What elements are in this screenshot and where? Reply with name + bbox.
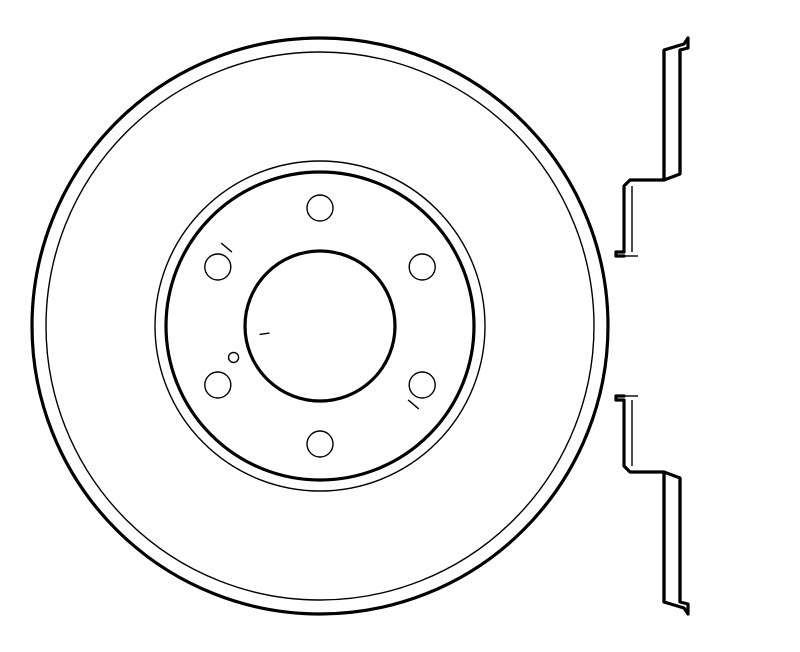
center-bore	[245, 251, 395, 401]
side-profile-upper	[664, 38, 688, 180]
rotor-outer-edge	[32, 38, 608, 614]
friction-ring-inner	[155, 161, 485, 491]
hat-edge	[166, 172, 474, 480]
side-hat-lower	[616, 396, 664, 472]
hat-transition	[664, 174, 680, 180]
bolt-hole	[307, 195, 333, 221]
bolt-hole	[205, 254, 231, 280]
brake-rotor-drawing	[0, 0, 800, 652]
index-mark	[221, 243, 232, 252]
index-circle	[229, 352, 239, 362]
friction-ring-outer	[46, 52, 594, 600]
side-hat-upper	[616, 180, 664, 256]
bolt-hole	[205, 372, 231, 398]
bolt-hole	[409, 254, 435, 280]
hat-transition	[664, 472, 680, 478]
side-profile-lower	[664, 472, 688, 614]
bolt-hole	[409, 372, 435, 398]
bolt-hole	[307, 431, 333, 457]
index-mark	[260, 333, 270, 334]
index-mark	[408, 400, 419, 409]
